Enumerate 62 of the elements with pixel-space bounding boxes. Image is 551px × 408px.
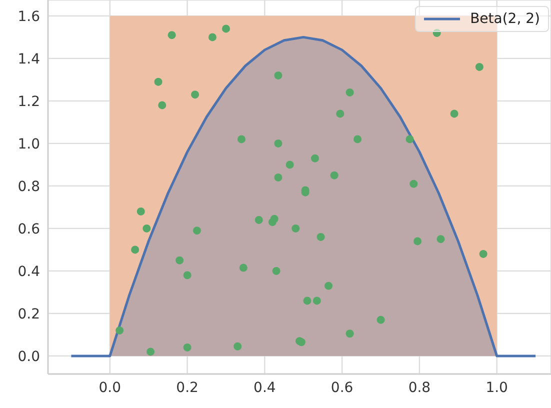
point: [274, 173, 282, 182]
point: [270, 214, 278, 223]
point: [346, 330, 354, 338]
point: [354, 135, 362, 144]
point: [432, 28, 441, 37]
point: [376, 316, 385, 324]
point: [116, 326, 124, 334]
point: [183, 343, 192, 352]
point: [234, 342, 242, 350]
point: [312, 296, 321, 305]
y-tick-label: 1.6: [18, 8, 40, 25]
y-tick-label: 1.0: [18, 136, 40, 152]
point: [303, 296, 312, 305]
point: [274, 139, 282, 148]
point: [208, 33, 216, 42]
x-tick-label: 0.8: [408, 380, 431, 396]
point: [286, 160, 294, 169]
point: [414, 237, 422, 246]
point: [254, 216, 263, 224]
point: [346, 88, 354, 96]
point: [330, 171, 338, 180]
y-tick-label: 0.6: [18, 221, 40, 238]
point: [310, 154, 319, 162]
point: [239, 264, 248, 272]
point: [222, 24, 230, 33]
point: [292, 224, 300, 232]
x-tick-label: 0.0: [98, 380, 122, 396]
point: [274, 71, 282, 80]
point: [237, 135, 246, 144]
point: [336, 110, 344, 118]
x-tick-label: 1.0: [486, 380, 508, 396]
point: [154, 78, 162, 86]
point: [192, 226, 201, 235]
x-tick-label: 0.4: [254, 380, 276, 396]
point: [142, 224, 151, 232]
point: [324, 282, 333, 290]
point: [316, 232, 325, 241]
point: [158, 101, 166, 110]
y-tick-label: 0.8: [18, 178, 40, 195]
point: [146, 348, 155, 356]
point: [410, 180, 418, 188]
point: [183, 271, 192, 280]
y-tick-label: 1.2: [18, 94, 40, 110]
point: [131, 246, 140, 254]
point: [168, 31, 176, 40]
y-tick-label: 0.0: [18, 348, 40, 365]
point: [475, 62, 484, 71]
x-tick-label: 0.2: [176, 380, 198, 396]
legend: Beta(2, 2): [415, 6, 549, 32]
y-tick-label: 0.2: [18, 306, 40, 322]
point: [191, 90, 200, 99]
y-tick-label: 1.4: [18, 51, 40, 68]
point: [272, 266, 280, 275]
point: [479, 250, 488, 258]
y-tick-label: 0.4: [18, 264, 40, 280]
point: [176, 256, 184, 264]
point: [406, 135, 414, 144]
point: [450, 110, 458, 118]
legend-label: Beta(2, 2): [470, 11, 540, 27]
point: [436, 235, 445, 244]
x-tick-label: 0.6: [330, 380, 354, 396]
point: [136, 207, 145, 216]
